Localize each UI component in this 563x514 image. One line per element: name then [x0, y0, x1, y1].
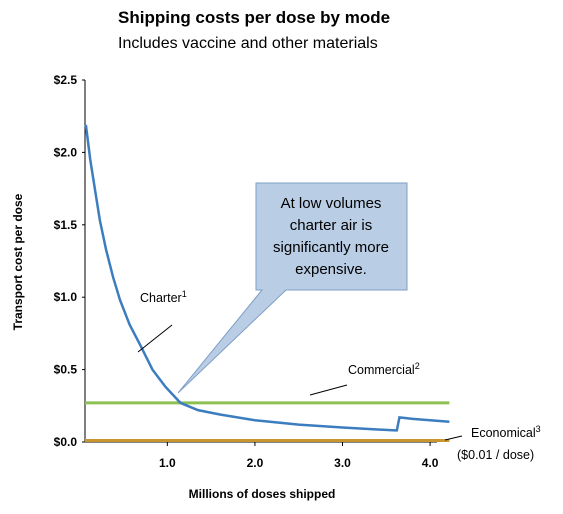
annotation-sup: 3: [536, 424, 541, 434]
annotation-sup: 1: [182, 289, 187, 299]
callout-text: expensive.: [295, 261, 367, 278]
callout-text: At low volumes: [281, 195, 382, 212]
y-tick-label: $2.5: [54, 73, 78, 87]
annotation-note: ($0.01 / dose): [457, 448, 534, 462]
x-tick-label: 3.0: [334, 456, 351, 470]
x-axis-label: Millions of doses shipped: [189, 487, 336, 501]
callout-text: significantly more: [273, 239, 389, 256]
y-tick-label: $1.0: [54, 290, 78, 304]
annotation-leader: [444, 435, 463, 441]
chart-title: Shipping costs per dose by mode: [118, 8, 390, 27]
x-tick-label: 2.0: [247, 456, 264, 470]
annotation-sup: 2: [415, 361, 420, 371]
y-axis-label: Transport cost per dose: [11, 193, 25, 330]
annotation-text: Charter: [140, 291, 182, 305]
annotation-text: Commercial: [348, 363, 415, 377]
y-tick-label: $2.0: [54, 145, 78, 159]
x-tick-label: 1.0: [159, 456, 176, 470]
annotation-text: Economical: [471, 426, 536, 440]
callout-text: charter air is: [290, 217, 373, 234]
chart-subtitle: Includes vaccine and other materials: [118, 35, 378, 52]
y-tick-label: $0.0: [54, 435, 78, 449]
annotation-leader: [309, 384, 348, 396]
y-tick-label: $0.5: [54, 363, 78, 377]
annotation: Charter1: [140, 289, 187, 305]
annotation: Economical3: [471, 424, 541, 440]
annotation: Commercial2: [348, 361, 420, 377]
x-tick-label: 4.0: [422, 456, 439, 470]
y-tick-label: $1.5: [54, 218, 78, 232]
callout-box: [177, 182, 408, 394]
annotation-leader: [137, 324, 173, 353]
series-line: [84, 124, 450, 432]
